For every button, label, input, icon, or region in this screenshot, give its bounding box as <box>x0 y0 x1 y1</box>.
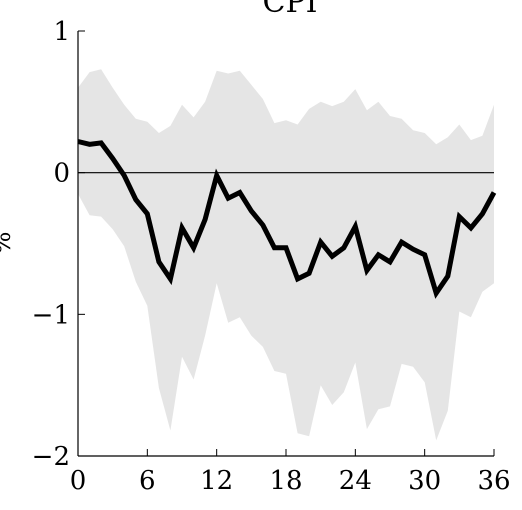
chart-title: CPI <box>263 0 318 20</box>
x-tick-label: 18 <box>269 466 302 496</box>
x-tick-label: 12 <box>200 466 233 496</box>
response-line <box>77 139 497 299</box>
x-tick-label: 6 <box>139 466 156 496</box>
x-tick-label: 30 <box>408 466 441 496</box>
y-axis-label: % <box>0 232 16 255</box>
y-tick-label: 1 <box>53 17 70 47</box>
y-tick-label: 0 <box>53 159 70 189</box>
x-tick-label: 36 <box>477 466 510 496</box>
y-tick-label: −1 <box>32 300 70 330</box>
x-tick-label: 0 <box>70 466 87 496</box>
x-tick-label: 24 <box>339 466 372 496</box>
y-tick-label: −2 <box>32 442 70 472</box>
